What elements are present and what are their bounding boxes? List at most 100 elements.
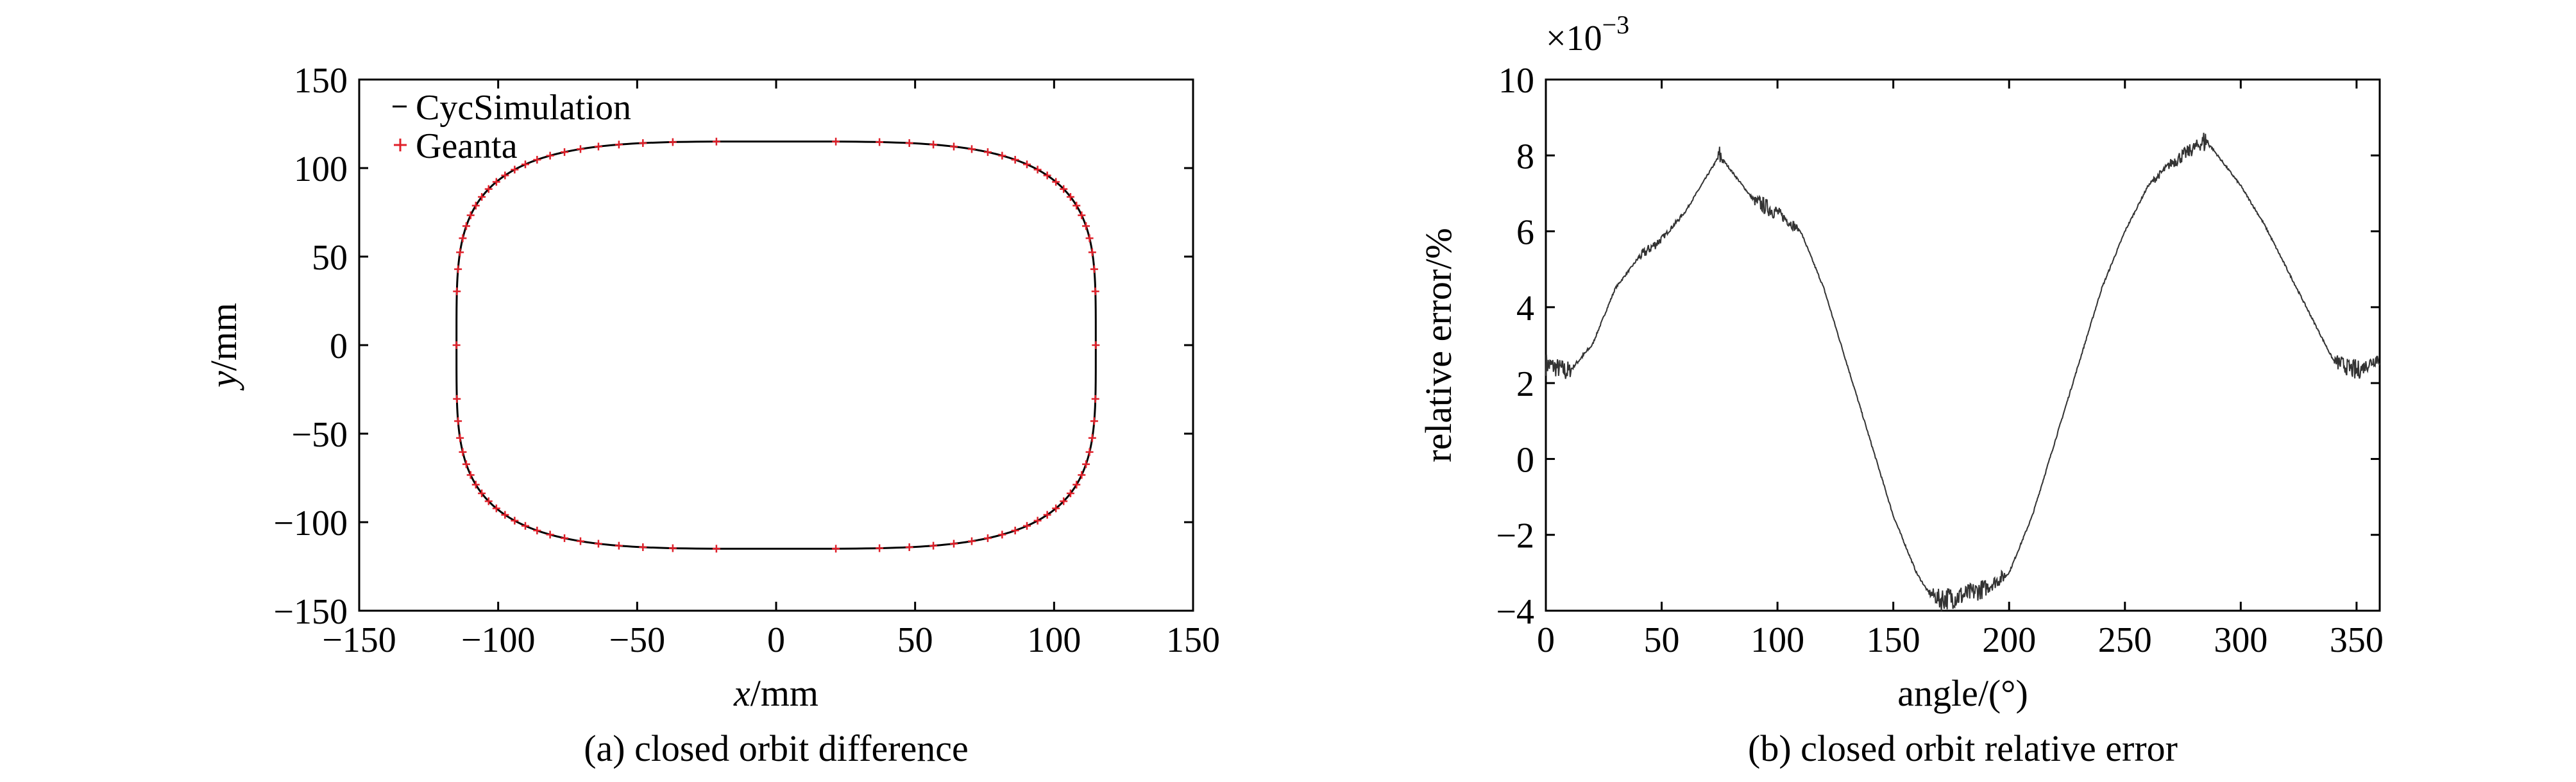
series-point-geanta: [614, 140, 623, 149]
series-point-geanta: [968, 145, 976, 153]
series-point-geanta: [594, 540, 602, 548]
series-point-geanta: [511, 166, 519, 174]
a-xtick-label: 50: [897, 620, 933, 660]
series-point-geanta: [1091, 287, 1099, 296]
a-xtick-label: −100: [461, 620, 536, 660]
series-point-geanta: [546, 531, 554, 539]
y-axis-label-a: y/mm: [203, 303, 244, 391]
a-xtick-label: 100: [1027, 620, 1081, 660]
series-point-geanta: [1072, 480, 1081, 489]
panel-a-orbit: −150 −100 −50 0 50 100 150 −150 −100 −50 0 50 100 15…: [203, 61, 1220, 769]
a-ytick-label: 150: [294, 61, 348, 101]
b-ytick-label: 0: [1516, 440, 1534, 480]
series-line-cycsimulation: [455, 140, 1097, 550]
y-axis-ticks-a: −150 −100 −50 0 50 100 150: [273, 61, 1193, 632]
a-ytick-label: 100: [294, 149, 348, 189]
series-point-geanta: [614, 541, 623, 550]
series-point-geanta: [876, 544, 884, 552]
a-xtick-label: −50: [609, 620, 666, 660]
series-point-geanta: [639, 543, 647, 551]
b-xtick-label: 250: [2098, 620, 2152, 660]
series-point-geanta: [501, 171, 509, 180]
b-xtick-label: 350: [2330, 620, 2384, 660]
series-point-geanta: [484, 497, 493, 506]
series-point-geanta: [876, 138, 884, 146]
series-point-geanta: [521, 160, 529, 169]
plot-frame-b: [1545, 78, 2381, 612]
x-axis-label-b: angle/(°): [1897, 672, 2028, 714]
series-point-geanta: [1085, 448, 1094, 456]
series-point-geanta: [1088, 248, 1096, 257]
series-point-geanta: [478, 489, 486, 498]
b-xtick-label: 50: [1644, 620, 1680, 660]
x-axis-ticks-b: 0 50 100 150 200 250 300 350: [1537, 80, 2384, 660]
series-point-geanta: [929, 140, 938, 149]
series-point-geanta: [1060, 497, 1068, 506]
series-point-geanta: [453, 395, 461, 403]
series-point-geanta: [998, 531, 1006, 539]
series-point-geanta: [983, 534, 992, 542]
series-point-geanta: [1011, 156, 1019, 164]
b-ytick-label: 10: [1498, 61, 1534, 101]
series-point-geanta: [561, 534, 569, 542]
series-point-geanta: [1033, 166, 1042, 174]
series-point-geanta: [998, 151, 1006, 160]
series-point-geanta: [1082, 222, 1090, 230]
a-ytick-label: 0: [330, 327, 348, 366]
series-line-relative-error: [1545, 132, 2380, 611]
series-point-geanta: [968, 537, 976, 545]
a-ytick-label: 50: [312, 238, 348, 278]
b-ytick-label: 8: [1516, 137, 1534, 176]
series-point-geanta: [533, 526, 541, 534]
series-point-geanta: [1078, 211, 1086, 219]
b-xtick-label: 0: [1537, 620, 1555, 660]
legend-label-geanta: Geanta: [416, 126, 518, 166]
x-axis-label-a: x/mm: [733, 672, 818, 714]
series-point-geanta: [459, 448, 467, 456]
series-point-geanta: [478, 192, 486, 201]
series-point-geanta: [905, 139, 913, 148]
series-point-geanta: [471, 480, 480, 489]
legend-a: CycSimulation Geanta: [393, 88, 631, 166]
series-point-geanta: [466, 211, 475, 219]
series-point-geanta: [1078, 471, 1086, 479]
series-point-geanta: [462, 222, 470, 230]
series-point-geanta: [1066, 192, 1074, 201]
series-point-geanta: [1033, 516, 1042, 525]
caption-a: (a) closed orbit difference: [584, 727, 969, 769]
series-point-geanta: [1082, 460, 1090, 468]
series-point-geanta: [471, 201, 480, 210]
series-point-geanta: [929, 541, 938, 550]
series-point-geanta: [832, 137, 840, 146]
b-ytick-label: −2: [1496, 516, 1534, 556]
series-point-geanta: [459, 234, 467, 242]
a-ytick-label: −150: [273, 592, 348, 632]
series-point-geanta: [832, 545, 840, 553]
series-point-geanta: [456, 248, 464, 257]
series-point-geanta: [1060, 185, 1068, 193]
series-point-geanta: [576, 537, 584, 545]
series-point-geanta: [466, 471, 475, 479]
series-point-geanta: [546, 151, 554, 160]
legend-swatch-geanta: [394, 139, 407, 151]
b-xtick-label: 150: [1867, 620, 1920, 660]
y-axis-ticks-b: −4 −2 0 2 4 6 8 10: [1496, 61, 2380, 632]
series-point-geanta: [1085, 234, 1094, 242]
series-point-geanta: [983, 148, 992, 157]
series-point-geanta: [453, 287, 461, 296]
legend-label-cycsimulation: CycSimulation: [416, 88, 631, 128]
series-point-geanta: [1043, 511, 1051, 519]
series-point-geanta: [1023, 160, 1031, 169]
series-point-geanta: [454, 265, 462, 273]
series-point-geanta: [1088, 434, 1096, 442]
series-point-geanta: [668, 544, 677, 552]
x-axis-ticks-a: −150 −100 −50 0 50 100 150: [322, 80, 1220, 660]
caption-b: (b) closed orbit relative error: [1748, 727, 2178, 769]
series-point-geanta: [905, 543, 913, 551]
series-point-geanta: [1023, 522, 1031, 530]
b-xtick-label: 200: [1982, 620, 2036, 660]
series-point-geanta: [1043, 171, 1051, 180]
series-point-geanta: [1090, 265, 1098, 273]
